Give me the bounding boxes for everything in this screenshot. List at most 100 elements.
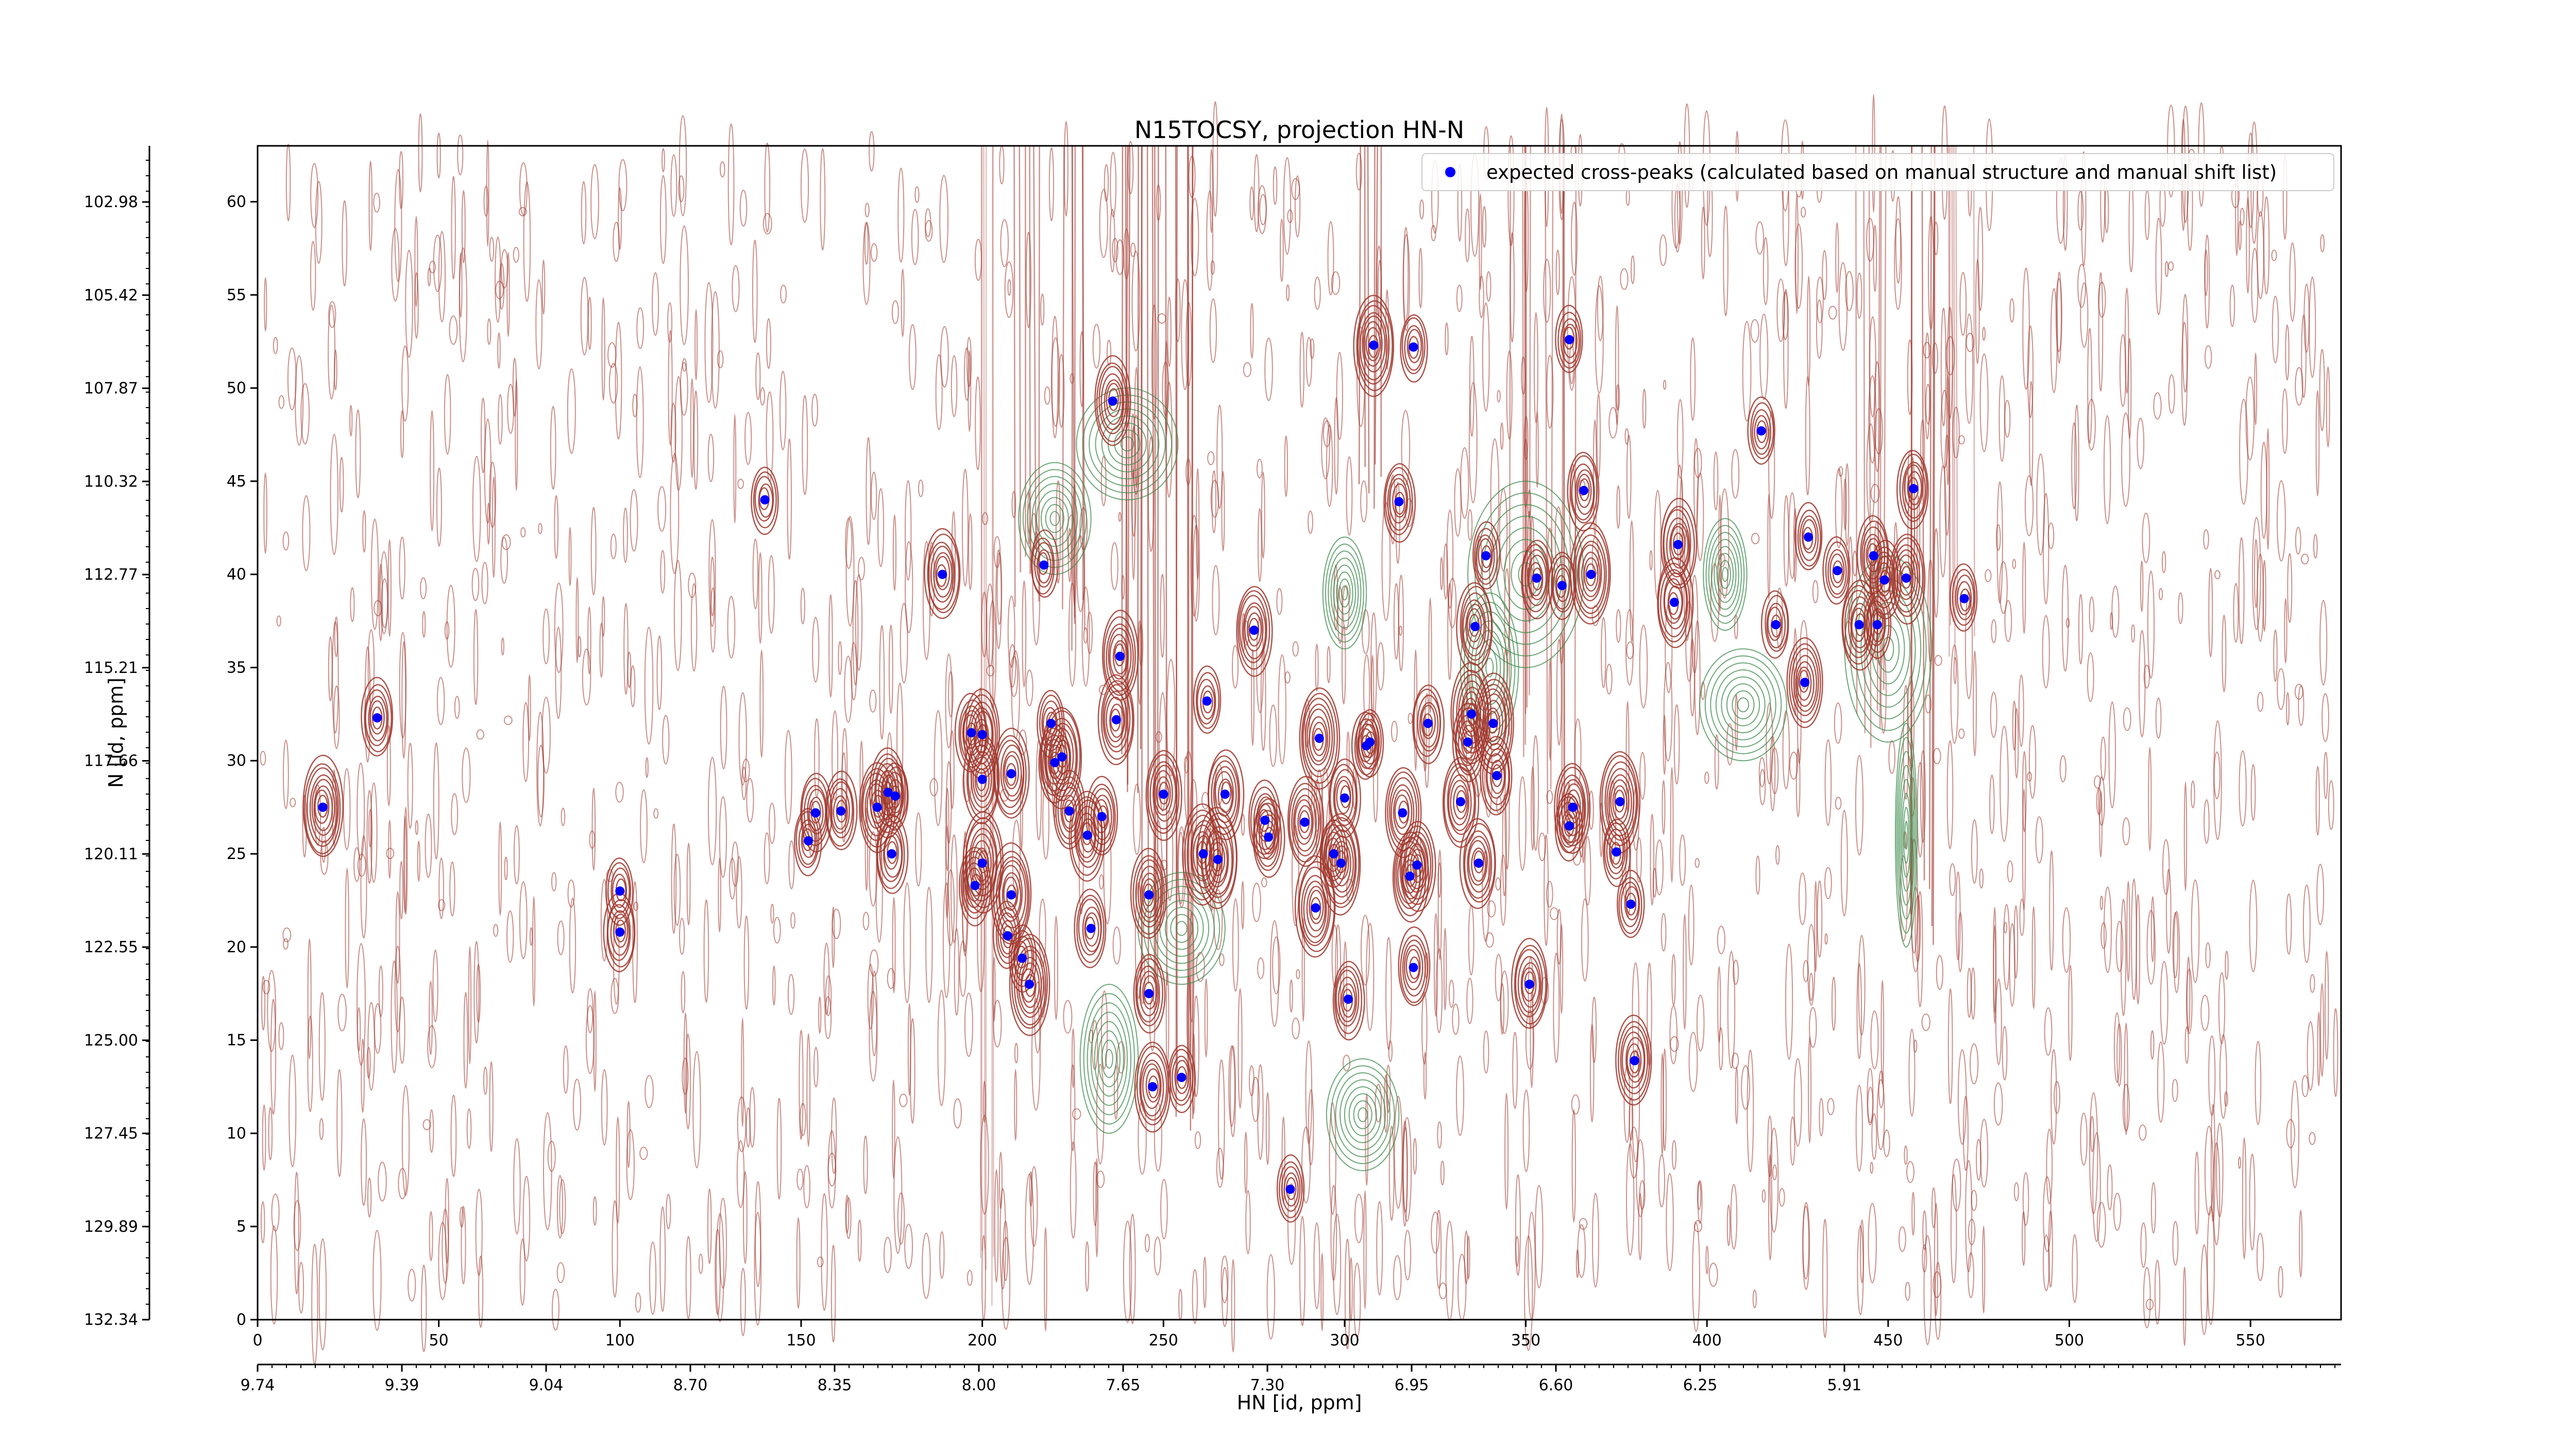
noise-contour — [2140, 560, 2144, 612]
positive-contour — [369, 700, 385, 735]
positive-contour — [1608, 774, 1632, 831]
noise-contour — [401, 1085, 410, 1196]
noise-contour — [1443, 543, 1448, 600]
noise-contour — [2027, 325, 2034, 418]
noise-contour — [1980, 1119, 1989, 1188]
positive-contour — [1304, 703, 1333, 772]
positive-contour — [1106, 383, 1121, 417]
noise-contour — [1870, 1161, 1874, 1174]
negative-contour — [1114, 429, 1141, 459]
noise-contour — [1816, 299, 1823, 359]
noise-contour — [2301, 1075, 2309, 1098]
noise-contour — [1597, 276, 1604, 342]
noise-contour — [2123, 707, 2131, 731]
positive-contour — [879, 825, 903, 882]
noise-contour — [1329, 1102, 1336, 1215]
noise-contour — [1688, 884, 1694, 966]
cross-peak-point — [1086, 923, 1096, 933]
noise-contour — [2131, 624, 2136, 643]
positive-contour — [1250, 786, 1279, 855]
noise-contour — [1761, 1189, 1766, 1203]
noise-contour — [1963, 1096, 1969, 1171]
noise-contour — [1871, 1113, 1877, 1160]
positive-contour — [1407, 844, 1427, 889]
noise-contour — [2022, 751, 2027, 833]
noise-contour — [1342, 585, 1350, 631]
noise-contour — [1785, 943, 1793, 1060]
noise-contour — [2277, 668, 2285, 710]
ridge-contour — [1868, 145, 1872, 748]
ridge-contour — [980, 145, 983, 1251]
positive-contour — [1851, 608, 1867, 642]
noise-contour — [1996, 524, 2001, 551]
ridge-contour — [1374, 145, 1378, 465]
positive-contour — [371, 706, 383, 730]
noise-contour — [1299, 1216, 1306, 1326]
noise-contour — [2315, 766, 2320, 836]
noise-contour — [817, 1256, 824, 1268]
ridge-contour — [1071, 145, 1073, 651]
noise-contour — [1827, 1098, 1835, 1116]
noise-contour — [436, 467, 442, 547]
noise-contour — [703, 899, 709, 1003]
noise-contour — [2326, 366, 2330, 448]
positive-contour — [1279, 1161, 1303, 1219]
cross-peak-point — [1329, 849, 1338, 858]
noise-contour — [1523, 416, 1529, 460]
noise-contour — [1130, 426, 1137, 537]
noise-contour — [752, 538, 759, 610]
negative-contour — [1143, 879, 1221, 978]
positive-contour — [1515, 949, 1544, 1018]
noise-contour — [744, 412, 752, 465]
noise-contour — [635, 1292, 641, 1313]
noise-contour — [1718, 1027, 1723, 1071]
positive-contour — [1086, 776, 1118, 856]
noise-contour — [2122, 1084, 2130, 1132]
positive-contour — [1766, 602, 1786, 649]
positive-contour — [1471, 847, 1486, 882]
noise-contour — [899, 1093, 908, 1107]
noise-contour — [1443, 928, 1447, 1010]
noise-contour — [1616, 485, 1620, 529]
noise-contour — [1971, 967, 1976, 1020]
noise-contour — [513, 1138, 521, 1235]
positive-contour — [612, 873, 628, 908]
noise-contour — [905, 541, 913, 633]
noise-contour — [732, 265, 740, 312]
noise-contour — [1081, 586, 1090, 687]
positive-contour — [1799, 515, 1819, 561]
positive-contour — [1626, 1043, 1642, 1078]
noise-contour — [1447, 583, 1452, 680]
noise-contour — [2302, 884, 2311, 964]
noise-contour — [1546, 881, 1553, 908]
positive-contour — [1102, 684, 1131, 753]
noise-contour — [1011, 491, 1016, 518]
noise-contour — [1264, 338, 1273, 401]
cross-peak-point — [1202, 696, 1212, 706]
noise-contour — [1533, 312, 1538, 424]
cross-peak-point — [1260, 815, 1270, 825]
noise-contour — [451, 176, 456, 279]
negative-contour — [1336, 571, 1353, 615]
noise-contour — [1072, 1108, 1081, 1120]
noise-contour — [832, 710, 839, 801]
noise-contour — [1031, 998, 1041, 1111]
noise-contour — [2208, 1035, 2216, 1116]
noise-contour — [1775, 845, 1780, 865]
positive-contour — [1362, 723, 1377, 759]
positive-contour — [1332, 840, 1351, 887]
positive-contour — [1291, 788, 1319, 856]
positive-contour — [1140, 872, 1160, 918]
noise-contour — [2122, 817, 2130, 846]
noise-contour — [2144, 189, 2150, 241]
cross-peak-point — [1064, 806, 1074, 816]
noise-contour — [370, 782, 378, 883]
noise-contour — [1363, 1190, 1367, 1310]
noise-contour — [2142, 512, 2150, 563]
noise-contour — [2315, 390, 2320, 497]
noise-contour — [2205, 345, 2212, 369]
noise-contour — [587, 296, 592, 350]
noise-contour — [1157, 313, 1166, 324]
noise-contour — [1482, 206, 1487, 248]
noise-contour — [666, 1193, 671, 1229]
